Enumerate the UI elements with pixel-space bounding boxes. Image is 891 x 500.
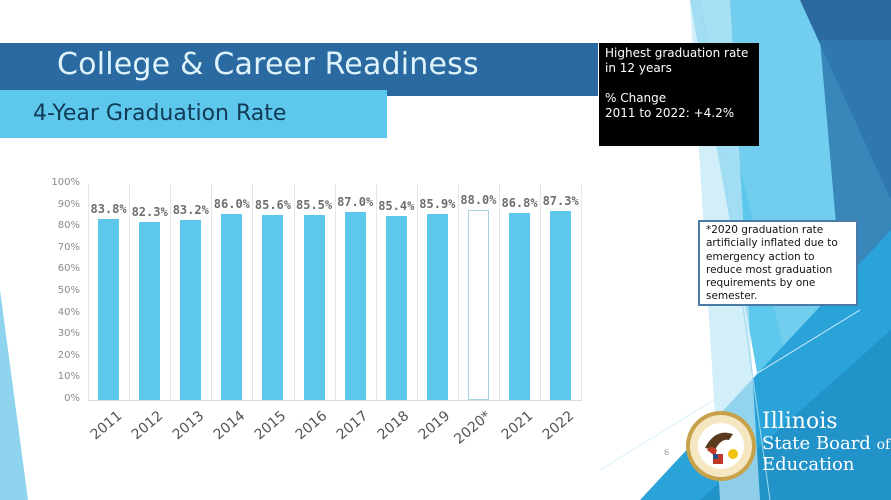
x-axis-label: 2019 — [416, 408, 454, 444]
bar-value-label: 82.3% — [131, 205, 168, 220]
x-axis-label: 2018 — [374, 408, 413, 444]
bar-value-label: 87.0% — [337, 195, 374, 210]
callout-line-3: % Change — [605, 91, 667, 105]
bar-value-label: 85.9% — [419, 197, 456, 212]
highlight-callout: Highest graduation rate in 12 years % Ch… — [599, 43, 759, 146]
category-gridline — [129, 184, 131, 400]
category-gridline — [540, 184, 542, 400]
footnote-box: *2020 graduation rate artificially infla… — [698, 220, 858, 306]
callout-line-1: Highest graduation rate — [605, 46, 749, 60]
bar-value-label: 85.5% — [295, 198, 333, 213]
x-axis-label: 2017 — [333, 408, 372, 444]
bar-value-label: 83.8% — [90, 201, 127, 216]
category-gridline — [499, 184, 500, 400]
bar-value-label: 86.0% — [213, 197, 250, 212]
bar-2020 — [467, 209, 489, 400]
page-title: College & Career Readiness — [57, 47, 479, 82]
y-axis-tick: 80% — [57, 220, 80, 232]
y-axis-tick: 60% — [57, 263, 80, 275]
bar-2022 — [550, 211, 572, 400]
category-gridline — [211, 184, 213, 400]
isbe-logo-text: Illinois State Board of Education — [762, 409, 891, 475]
bar-2019 — [426, 214, 448, 400]
bar-2021 — [509, 212, 531, 400]
x-axis-label: 2016 — [292, 408, 331, 444]
bar-value-label: 88.0% — [460, 192, 497, 207]
y-axis-tick: 10% — [57, 371, 80, 383]
logo-line-1: Illinois — [762, 409, 838, 434]
bar-2012 — [139, 222, 161, 400]
logo-line-3: Education — [762, 454, 855, 475]
x-axis-label: 2014 — [210, 408, 249, 444]
category-gridline — [375, 184, 377, 400]
x-axis-label: 2015 — [251, 408, 290, 444]
category-gridline — [88, 184, 89, 400]
page-subtitle: 4-Year Graduation Rate — [33, 101, 287, 126]
y-axis-tick: 70% — [57, 241, 80, 253]
category-gridline — [416, 184, 418, 400]
bar-value-label: 83.2% — [172, 203, 209, 218]
x-axis-label: 2013 — [169, 408, 208, 444]
y-axis-tick: 20% — [57, 349, 80, 361]
category-gridline — [170, 184, 172, 400]
bar-2018 — [385, 215, 407, 400]
subtitle-band — [0, 90, 387, 138]
bar-2011 — [98, 218, 120, 400]
logo-line-2: State Board of — [762, 433, 891, 454]
callout-line-4: 2011 to 2022: +4.2% — [605, 106, 735, 120]
category-gridline — [457, 184, 459, 400]
x-axis-baseline — [88, 400, 582, 401]
bar-value-label: 85.6% — [254, 198, 291, 213]
category-gridline — [252, 184, 254, 400]
bar-2014 — [221, 214, 243, 400]
bar-value-label: 85.4% — [378, 198, 415, 213]
bar-2015 — [262, 215, 284, 400]
x-axis-label: 2011 — [87, 408, 125, 444]
bar-value-label: 87.3% — [542, 194, 579, 209]
header-band — [0, 43, 598, 96]
x-axis-label: 2012 — [128, 408, 166, 444]
y-axis-tick: 0% — [64, 393, 80, 404]
bar-2017 — [344, 212, 366, 400]
bar-2013 — [180, 220, 202, 400]
y-axis-tick: 50% — [57, 285, 80, 296]
category-gridline — [581, 184, 583, 400]
callout-line-2: in 12 years — [605, 61, 672, 75]
page-number: 6 — [664, 448, 670, 457]
x-axis-label: 2022 — [539, 408, 577, 444]
x-axis-label: 2021 — [498, 408, 536, 444]
x-axis-label: 2020* — [451, 408, 495, 448]
y-axis-tick: 100% — [51, 177, 80, 188]
category-gridline — [293, 184, 295, 400]
y-axis-tick: 40% — [57, 306, 80, 318]
category-gridline — [334, 184, 336, 400]
graduation-rate-chart: 0% 10% 20% 30% 40% 50% 60% 70% 80% 90% 100% 83.8% 20… — [51, 177, 583, 448]
state-seal-icon — [686, 411, 756, 481]
y-axis-tick: 30% — [57, 328, 80, 340]
y-axis-tick: 90% — [57, 198, 80, 210]
bar-2016 — [303, 215, 325, 400]
bar-value-label: 86.8% — [501, 195, 538, 210]
